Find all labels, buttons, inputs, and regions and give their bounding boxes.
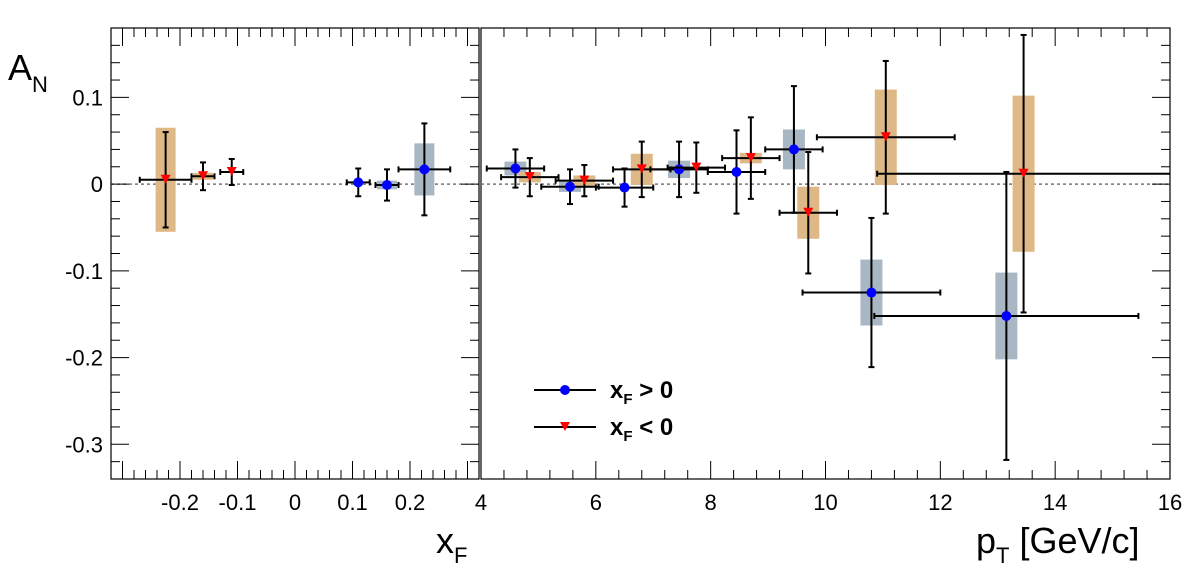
data-point-xf_neg [160,174,171,184]
data-point-xf_pos [788,144,799,155]
x-axis-title-right-main: p [976,520,996,561]
legend-label-xf-pos: xF > 0 [610,377,673,408]
y-ticks-right [1152,27,1170,480]
legend-label-xf-neg-sub: F [623,428,632,445]
legend-marker-xf-pos [560,385,570,395]
y-axis-title-sub: N [32,72,48,97]
x-tick-label: 16 [1158,490,1182,515]
x-axis-title-left: xF [436,520,467,568]
legend-label-xf-pos-rest: > 0 [633,377,674,404]
x-tick-label: 14 [1043,490,1067,515]
legend-label-xf-neg-rest: < 0 [633,414,674,441]
data-point-xf_neg [745,153,756,163]
data-point-xf_neg [691,162,702,172]
x-axis-title-right: pT [GeV/c] [976,520,1140,568]
x-tick-label: -0.2 [161,490,199,515]
legend-label-xf-pos-sub: F [623,391,632,408]
data-point-xf_pos [510,163,521,174]
x-tick-label: 0 [289,490,301,515]
x-axis-title-left-sub: F [454,543,467,568]
legend-label-xf-pos-main: x [610,377,624,404]
x-tick-label: 4 [475,490,487,515]
data-point-xf_pos [353,177,364,188]
y-tick-label: -0.2 [65,346,103,371]
data-point-xf_neg [803,207,814,217]
legend: xF > 0 xF < 0 [534,377,673,445]
legend-label-xf-neg: xF < 0 [610,414,673,445]
x-tick-label: 8 [705,490,717,515]
data-point-xf_neg [226,166,237,176]
x-ticks-right [480,28,1171,479]
x-tick-label: 0.1 [337,490,368,515]
data-point-xf_neg [1018,168,1029,178]
data-point-xf_pos [674,164,685,175]
left-panel-xf: 0.1 0 -0.1 -0.2 -0.3 -0.2 -0.1 0 0.1 0.2 [65,27,480,515]
y-tick-label: -0.1 [65,259,103,284]
data-point-xf_neg [198,171,208,181]
y-ticks-left [111,27,479,480]
data-point-xf_pos [731,166,742,177]
x-tick-label: 6 [590,490,602,515]
x-axis-title-right-sub: T [996,543,1009,568]
x-axis-title-left-main: x [436,520,454,561]
y-axis-title-main: A [8,47,32,88]
legend-label-xf-neg-main: x [610,414,624,441]
x-tick-label: 0.2 [395,490,426,515]
data-point-xf_pos [382,179,392,190]
data-point-xf_pos [419,164,430,175]
data-point-xf_pos [1001,310,1012,321]
data-point-xf_neg [524,172,535,182]
x-ticks-left [110,28,480,479]
y-axis-title: AN [8,47,48,97]
x-tick-label: 10 [813,490,837,515]
data-point-xf_neg [880,132,891,142]
legend-marker-xf-neg [560,422,570,431]
y-tick-label: -0.3 [65,432,103,457]
data-point-xf_neg [636,164,647,174]
data-point-xf_pos [564,181,575,192]
data-point-xf_pos [866,287,877,298]
right-panel-pt: 4 6 8 10 12 14 16 [475,27,1182,515]
x-tick-label: 12 [928,490,952,515]
x-tick-label: -0.1 [219,490,257,515]
data-point-xf_pos [619,182,630,193]
y-tick-label: 0 [91,172,103,197]
y-tick-label: 0.1 [72,85,103,110]
x-axis-title-right-rest: [GeV/c] [1009,520,1139,561]
data-point-xf_neg [579,175,590,185]
